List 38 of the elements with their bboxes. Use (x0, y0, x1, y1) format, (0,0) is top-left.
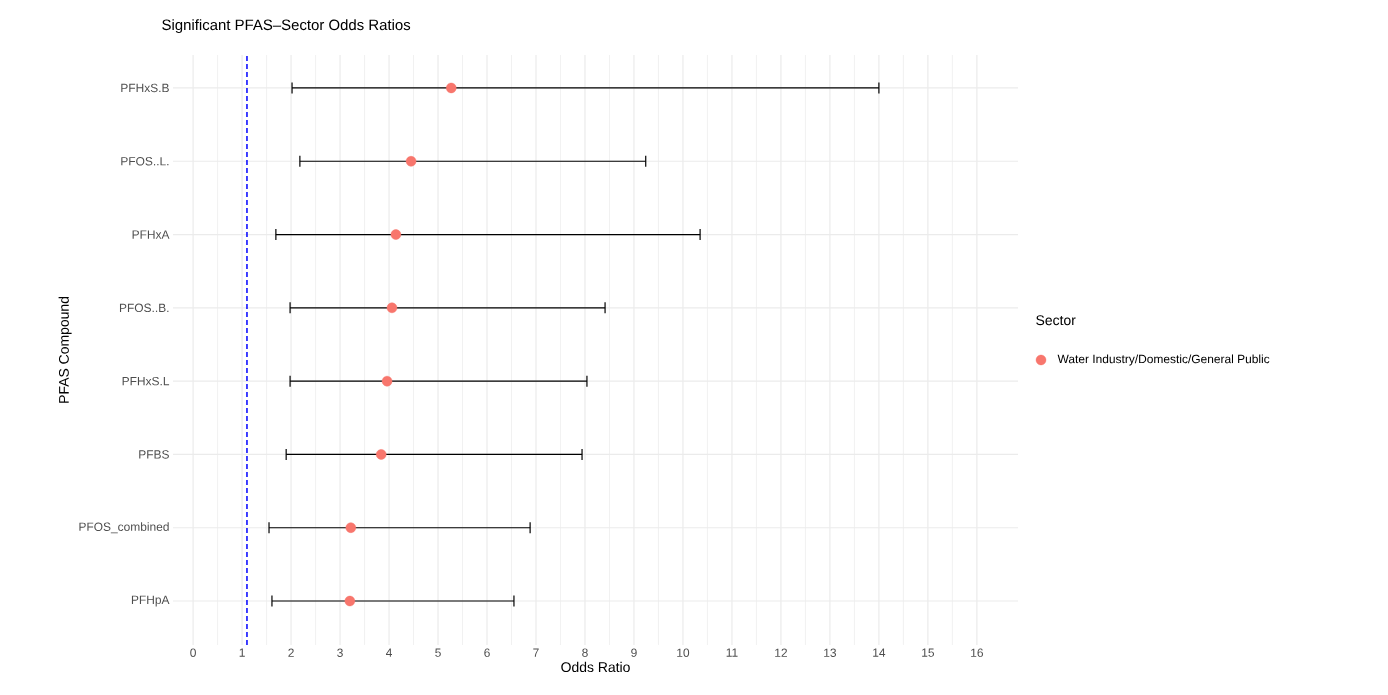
legend-title: Sector (1036, 315, 1076, 326)
x-tick-label: 1 (239, 648, 245, 657)
y-tick-label: PFOS..L. (121, 157, 169, 166)
legend-label: Water Industry/Domestic/General Public (1057, 354, 1270, 366)
x-tick-label: 2 (288, 648, 294, 657)
x-tick-label: 14 (873, 648, 886, 657)
x-tick-label: 13 (824, 648, 837, 657)
x-tick-label: 12 (775, 648, 787, 657)
y-axis-title: PFAS Compound (58, 297, 72, 403)
x-tick-label: 15 (922, 648, 935, 657)
point (345, 522, 357, 533)
y-tick-label: PFOS_combined (79, 522, 169, 534)
x-tick-label: 0 (190, 648, 196, 657)
x-tick-label: 8 (582, 648, 588, 657)
chart-title: Significant PFAS–Sector Odds Ratios (162, 19, 411, 34)
y-tick-label: PFHxA (132, 230, 170, 239)
x-tick-label: 11 (726, 648, 738, 657)
point (390, 229, 402, 240)
x-tick-label: 3 (337, 648, 343, 657)
y-tick-label: PFBS (139, 450, 169, 459)
x-tick-label: 7 (533, 648, 539, 657)
x-tick-label: 6 (484, 648, 490, 657)
y-tick-label: PFHxS.L (122, 376, 170, 386)
x-axis-title: Odds Ratio (561, 661, 630, 673)
x-tick-label: 5 (435, 648, 441, 657)
y-tick-label: PFHpA (131, 595, 170, 607)
x-tick-label: 10 (677, 648, 690, 657)
point (376, 449, 387, 460)
y-tick-label: PFHxS.B (121, 83, 169, 93)
x-tick-label: 9 (631, 648, 637, 657)
point (381, 375, 393, 387)
y-tick-label: PFOS..B. (119, 303, 169, 313)
point (405, 156, 417, 167)
point (446, 82, 457, 94)
x-tick-label: 4 (385, 648, 393, 657)
x-tick-label: 16 (971, 648, 983, 657)
point (386, 302, 398, 314)
point (344, 595, 356, 607)
